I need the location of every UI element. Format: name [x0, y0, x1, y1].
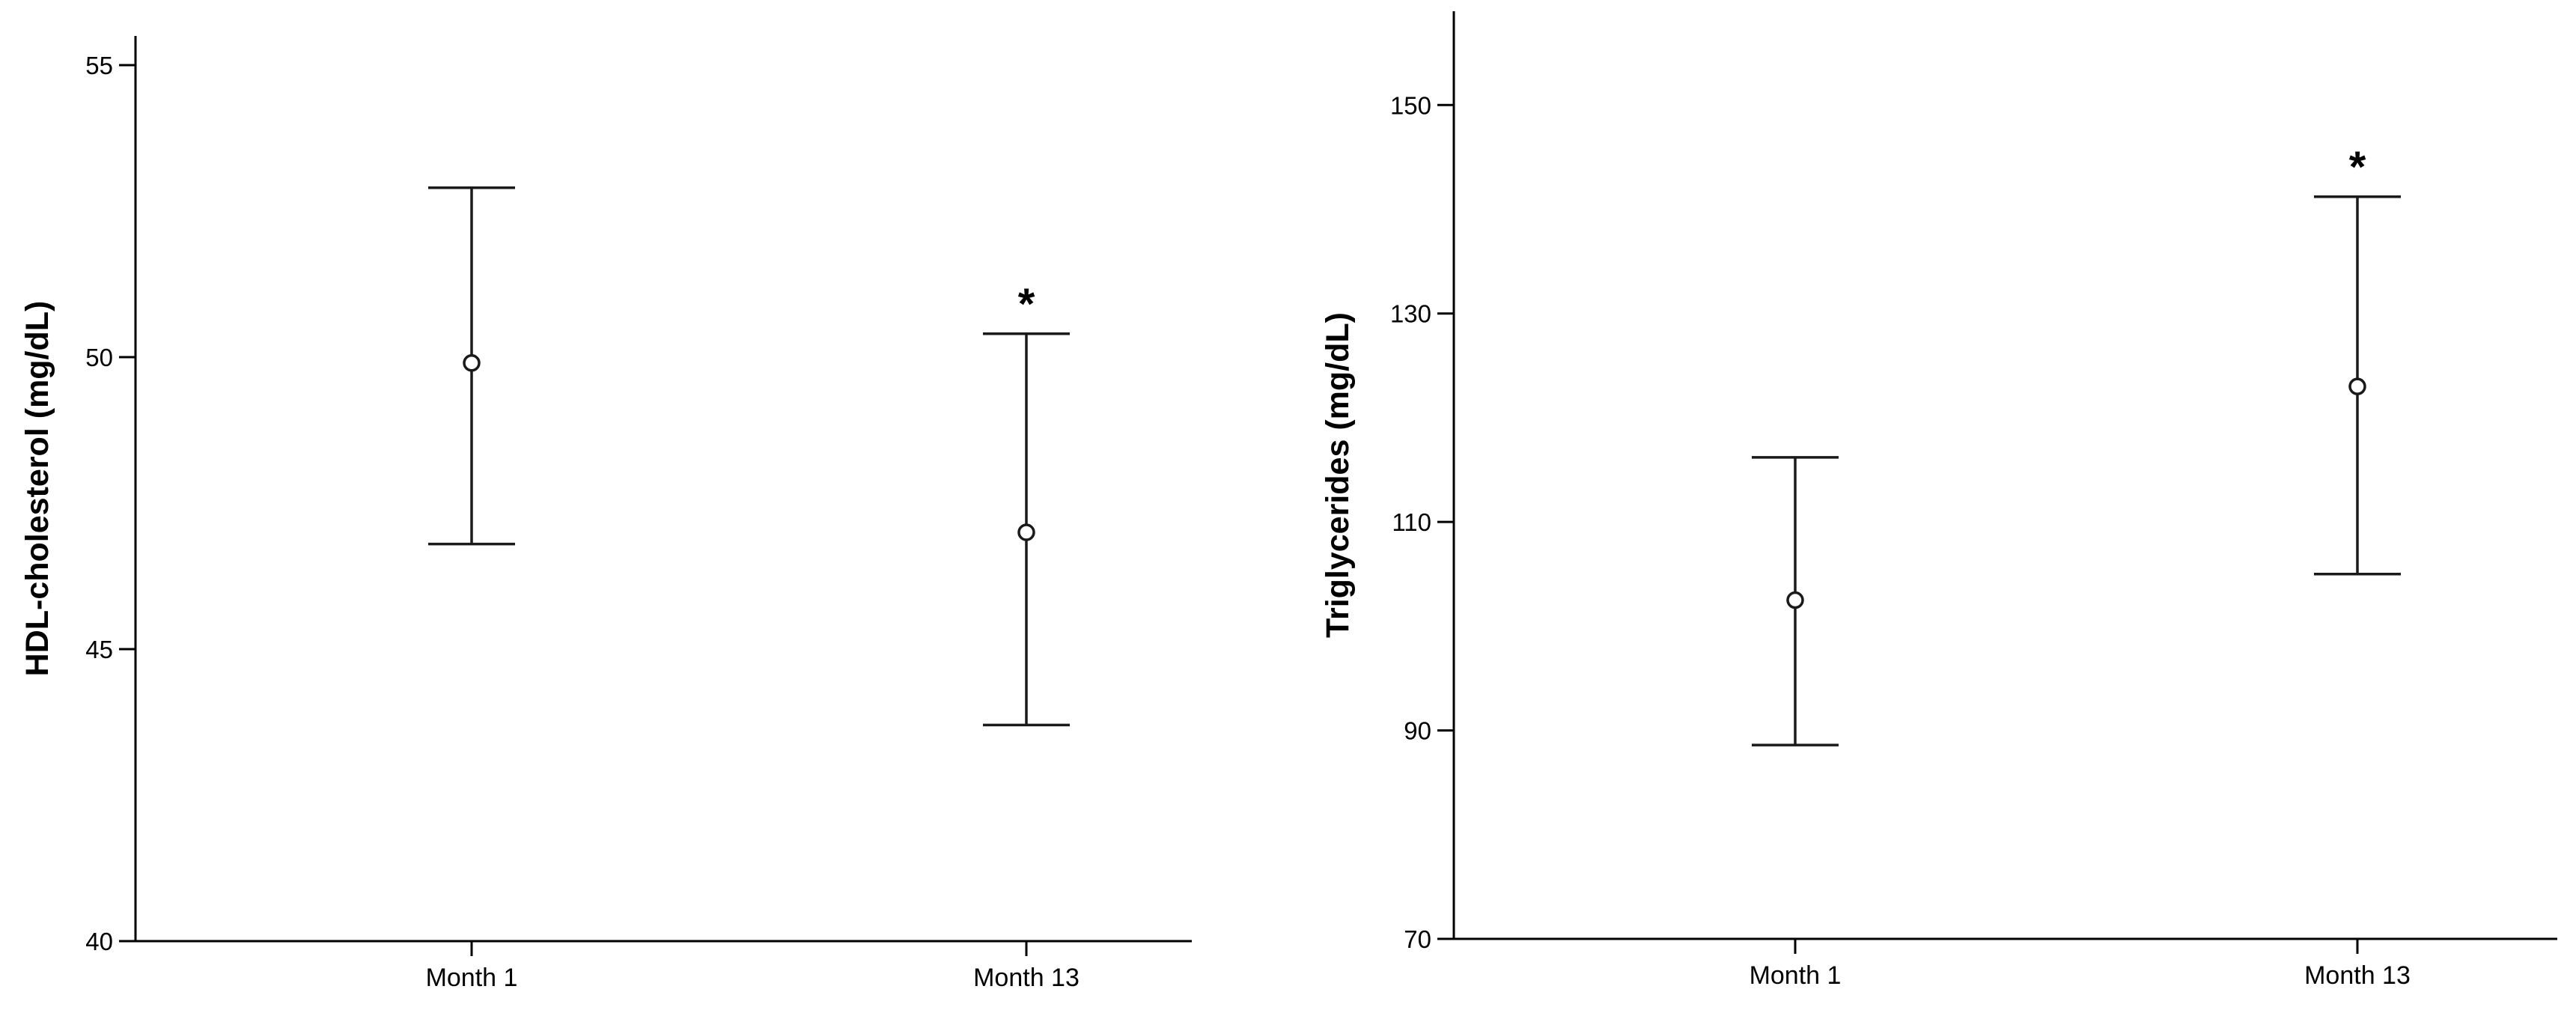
y-tick-label: 55: [85, 52, 113, 79]
mean-point: [463, 354, 481, 372]
y-tick-label: 90: [1404, 717, 1431, 745]
mean-point: [1017, 523, 1035, 541]
mean-point: [2348, 377, 2366, 395]
hdl-chart-panel: 40 45 50 55 Month 1 Month 13 HDL-cholesterol (…: [19, 36, 1192, 992]
mean-point: [1786, 591, 1804, 609]
y-tick-label: 40: [85, 928, 113, 955]
y-tick-label: 50: [85, 344, 113, 371]
y-tick-label: 45: [85, 636, 113, 663]
x-tick-label: Month 13: [2304, 961, 2411, 990]
x-tick-label: Month 1: [426, 964, 518, 992]
y-tick-label: 110: [1392, 508, 1431, 536]
y-tick-label: 150: [1390, 91, 1431, 119]
x-tick-label: Month 13: [973, 964, 1080, 992]
x-tick-label: Month 1: [1750, 961, 1842, 990]
y-axis-title: HDL-cholesterol (mg/dL): [19, 301, 55, 677]
y-axis-title: Triglycerides (mg/dL): [1320, 312, 1356, 638]
y-tick-label: 130: [1390, 300, 1431, 328]
triglycerides-chart-panel: 70 90 110 130 150 Month 1 Month 13 Triglyceride…: [1320, 11, 2557, 990]
significance-star: *: [2349, 143, 2366, 192]
significance-star: *: [1018, 280, 1035, 329]
y-tick-label: 70: [1404, 925, 1431, 953]
